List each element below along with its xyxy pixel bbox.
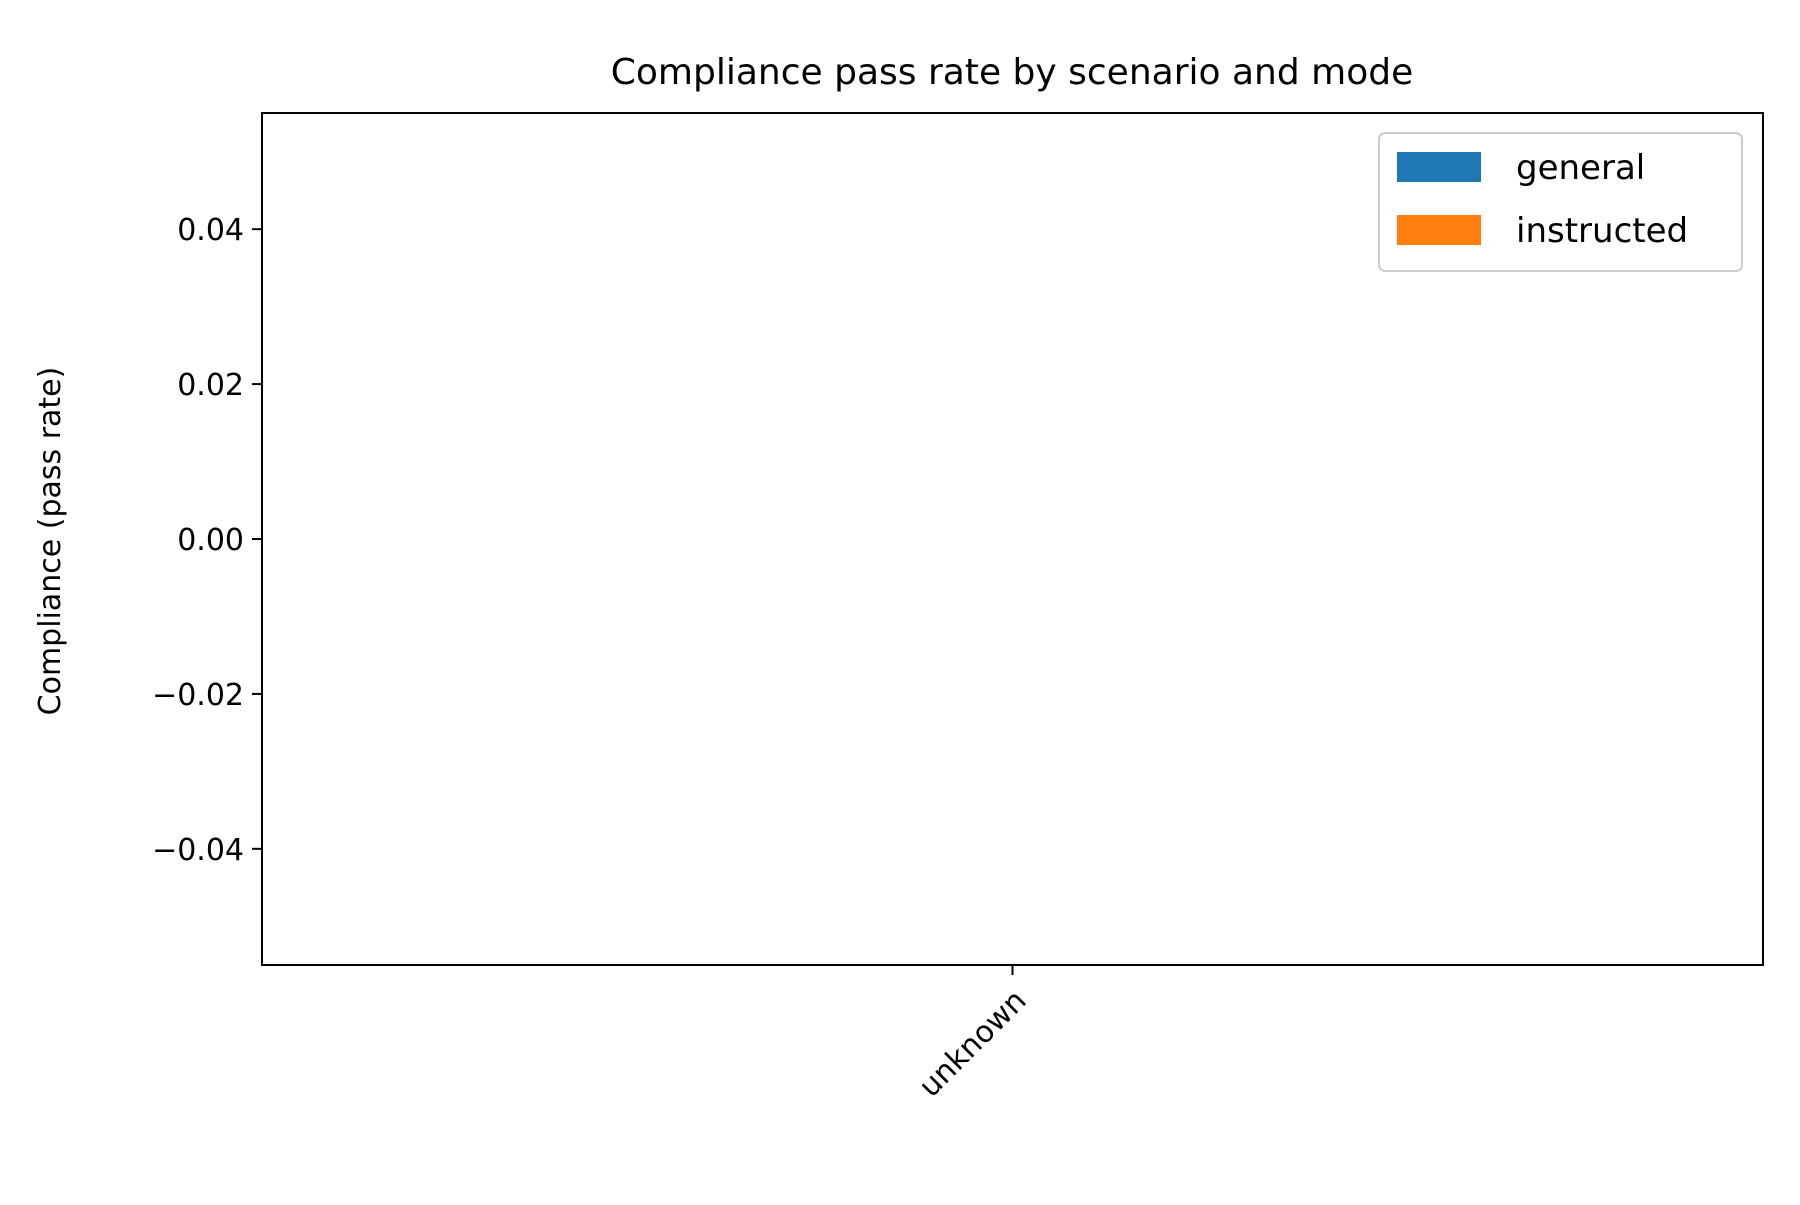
legend-label-general: general xyxy=(1516,148,1645,188)
y-tick-label: 0.02 xyxy=(177,368,244,403)
legend-swatch-instructed xyxy=(1397,215,1481,245)
y-axis-ticks: −0.04 −0.02 0.00 0.02 0.04 xyxy=(152,213,262,868)
y-axis-label: Compliance (pass rate) xyxy=(33,367,68,716)
x-tick-label: unknown xyxy=(912,983,1033,1104)
y-tick-label: 0.04 xyxy=(177,213,244,248)
y-tick-label: −0.04 xyxy=(152,833,244,868)
chart-title: Compliance pass rate by scenario and mod… xyxy=(611,52,1414,93)
legend-swatch-general xyxy=(1397,152,1481,182)
legend: general instructed xyxy=(1378,132,1743,272)
y-tick-label: 0.00 xyxy=(177,523,244,558)
legend-label-instructed: instructed xyxy=(1516,211,1688,251)
y-tick-label: −0.02 xyxy=(152,678,244,713)
x-axis-ticks: unknown xyxy=(912,965,1033,1104)
plot-area-frame xyxy=(261,112,1764,966)
